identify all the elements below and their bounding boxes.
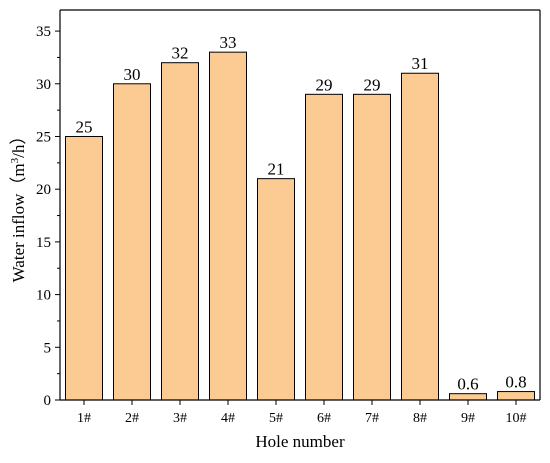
data-label-7: 29 (364, 75, 381, 94)
y-tick-label-25: 25 (36, 129, 51, 145)
bar-3 (161, 62, 199, 401)
y-axis-title-end: /h） (9, 128, 28, 158)
x-tick-label-4: 4# (221, 411, 235, 426)
bar-2 (113, 83, 151, 401)
bar-6 (305, 93, 343, 401)
y-tick-label-10: 10 (36, 288, 51, 304)
y-axis-title-superscript: 3 (9, 157, 21, 163)
y-tick-label-5: 5 (44, 340, 52, 356)
x-ticks-group: 1# 2# 3# 4# 5# 6# 7# 8# 9# 10# (77, 400, 527, 426)
x-tick-label-8: 8# (413, 411, 427, 426)
y-axis-title: Water inflow（m3/h） (9, 128, 28, 283)
x-tick-label-2: 2# (125, 411, 139, 426)
y-tick-label-15: 15 (36, 235, 51, 251)
y-tick-label-0: 0 (44, 393, 52, 409)
y-axis-title-main: Water inflow（m (9, 163, 28, 282)
y-tick-label-30: 30 (36, 77, 51, 93)
bar-5 (257, 178, 295, 401)
x-tick-label-7: 7# (365, 411, 379, 426)
data-label-8: 31 (412, 54, 429, 73)
bar-4 (209, 51, 247, 401)
x-tick-label-6: 6# (317, 411, 331, 426)
y-tick-label-35: 35 (36, 24, 51, 40)
x-tick-label-1: 1# (77, 411, 91, 426)
bar-1 (65, 135, 103, 401)
x-axis-title: Hole number (255, 432, 345, 451)
x-tick-label-5: 5# (269, 411, 283, 426)
x-tick-label-9: 9# (461, 411, 475, 426)
data-label-4: 33 (220, 33, 237, 52)
x-tick-label-10: 10# (506, 411, 527, 426)
bar-9 (449, 393, 487, 401)
bar-8 (401, 72, 439, 401)
y-tick-label-20: 20 (36, 182, 51, 198)
y-ticks-group: 0 5 10 15 20 25 30 35 (36, 24, 60, 409)
x-tick-label-3: 3# (173, 411, 187, 426)
data-label-9: 0.6 (457, 375, 478, 394)
data-label-5: 21 (268, 160, 285, 179)
data-label-10: 0.8 (505, 373, 526, 392)
data-label-3: 32 (172, 44, 189, 63)
data-label-1: 25 (76, 117, 93, 136)
bars-group (65, 51, 535, 401)
data-labels-group: 25 30 32 33 21 29 29 31 0.6 0.8 (76, 33, 527, 394)
bar-7 (353, 93, 391, 401)
data-label-2: 30 (124, 65, 141, 84)
data-label-6: 29 (316, 75, 333, 94)
bar-10 (497, 391, 535, 401)
axes-group (59, 9, 541, 401)
